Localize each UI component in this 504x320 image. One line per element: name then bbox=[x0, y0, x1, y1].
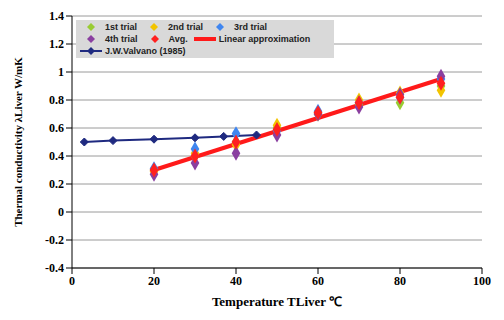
svg-text:0: 0 bbox=[58, 205, 64, 219]
svg-text:1.4: 1.4 bbox=[49, 9, 64, 23]
svg-text:0.8: 0.8 bbox=[49, 93, 64, 107]
svg-text:0.4: 0.4 bbox=[49, 149, 64, 163]
svg-text:Thermal conductivity λLiver W/: Thermal conductivity λLiver W/mK bbox=[12, 57, 24, 227]
html-text:4th trial: 4th trial bbox=[105, 34, 138, 44]
svg-text:1.2: 1.2 bbox=[49, 37, 64, 51]
html-text:Avg.: Avg. bbox=[168, 34, 188, 44]
svg-text:0.2: 0.2 bbox=[49, 177, 64, 191]
svg-text:0: 0 bbox=[69, 274, 75, 288]
html-text:3rd trial: 3rd trial bbox=[234, 22, 267, 32]
svg-text:Temperature TLiver ℃: Temperature TLiver ℃ bbox=[212, 294, 342, 309]
html-text:J.W.Valvano (1985): J.W.Valvano (1985) bbox=[105, 46, 186, 56]
svg-text:0.6: 0.6 bbox=[49, 121, 64, 135]
svg-text:-0.2: -0.2 bbox=[45, 233, 64, 247]
svg-text:20: 20 bbox=[148, 274, 160, 288]
svg-text:40: 40 bbox=[230, 274, 242, 288]
svg-text:-0.4: -0.4 bbox=[45, 261, 64, 275]
svg-text:1: 1 bbox=[58, 65, 64, 79]
html-text:2nd trial: 2nd trial bbox=[168, 22, 203, 32]
svg-text:60: 60 bbox=[312, 274, 324, 288]
html-text:Linear approximation: Linear approximation bbox=[218, 34, 311, 44]
svg-text:80: 80 bbox=[394, 274, 406, 288]
html-text:1st trial: 1st trial bbox=[105, 22, 137, 32]
svg-text:100: 100 bbox=[473, 274, 491, 288]
